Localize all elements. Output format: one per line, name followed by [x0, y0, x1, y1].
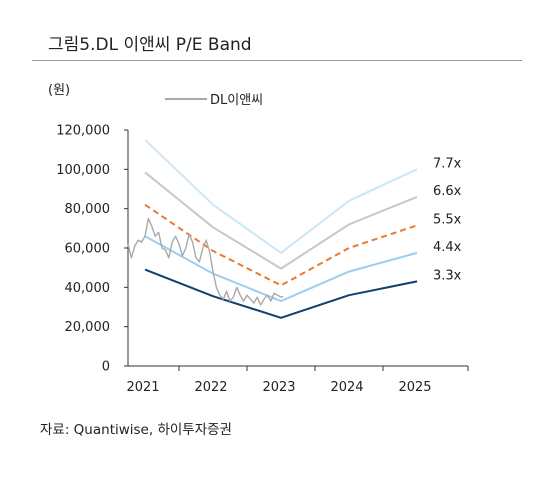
band-line: [144, 203, 418, 287]
title-divider: [32, 60, 522, 61]
band-label: 3.3x: [433, 268, 462, 283]
source-note: 자료: Quantiwise, 하이투자증권: [40, 422, 232, 438]
band-line: [144, 171, 418, 270]
x-tick-label: 2021: [126, 380, 159, 395]
x-tick-label: 2022: [194, 380, 227, 395]
y-tick-label: 100,000: [56, 163, 110, 178]
band-line: [144, 235, 418, 303]
legend: DL이앤씨: [165, 93, 263, 108]
y-tick-label: 60,000: [65, 242, 111, 257]
pe-bands: 7.7x 6.6x 5.5x 4.4x 3.3x: [144, 139, 462, 319]
price-series: [127, 217, 284, 306]
band-label: 5.5x: [433, 212, 462, 227]
y-tick-label: 120,000: [56, 124, 110, 139]
band-label: 6.6x: [433, 184, 462, 199]
y-tick-label: 20,000: [65, 320, 111, 335]
x-tick-label: 2023: [262, 380, 295, 395]
y-tick-label: 80,000: [65, 202, 111, 217]
y-tick-label: 0: [102, 360, 110, 375]
x-tick-label: 2024: [330, 380, 363, 395]
chart-title: 그림5.DL 이앤씨 P/E Band: [48, 35, 252, 55]
x-tick-label: 2025: [398, 380, 431, 395]
band-line: [144, 139, 418, 254]
legend-label: DL이앤씨: [210, 93, 263, 108]
y-tick-label: 40,000: [65, 281, 111, 296]
band-line: [144, 268, 418, 319]
axes: 0 20,000 40,000 60,000 80,000 100,000 120,000 2…: [48, 83, 469, 395]
price-line: [127, 217, 284, 306]
band-label: 7.7x: [433, 156, 462, 171]
y-axis-label: (원): [48, 83, 70, 98]
band-label: 4.4x: [433, 240, 462, 255]
